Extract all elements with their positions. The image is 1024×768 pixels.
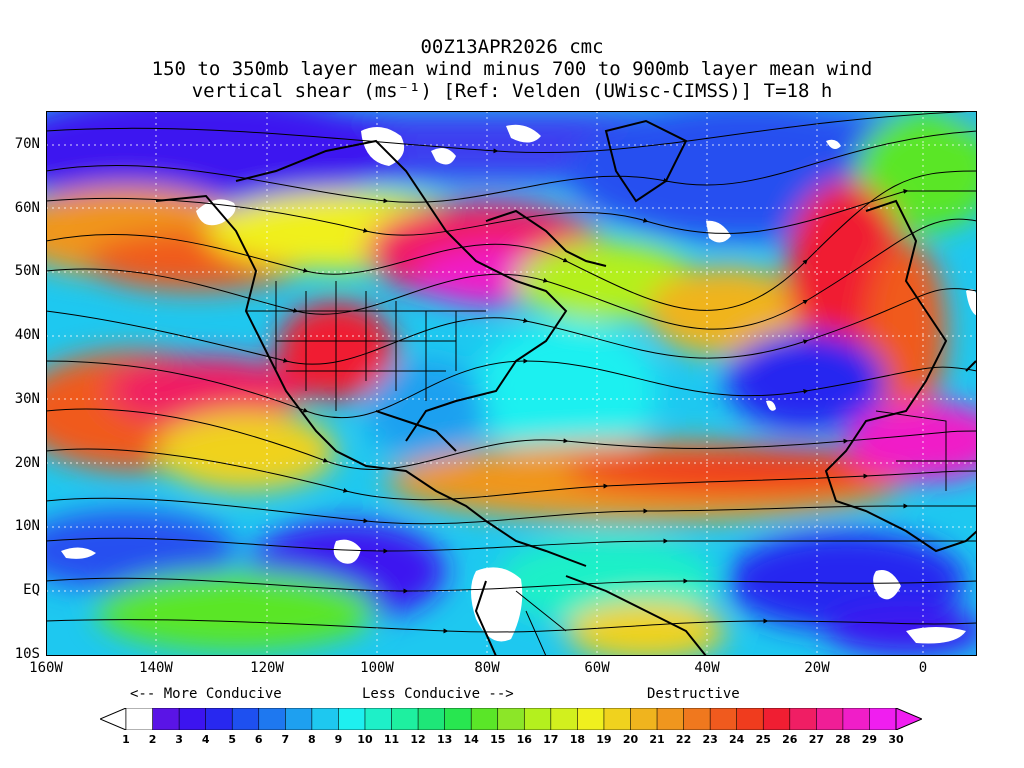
colorbar-swatch — [550, 708, 579, 730]
lat-label: 10S — [14, 646, 40, 662]
colorbar-swatch — [178, 708, 207, 730]
colorbar-swatch — [231, 708, 260, 730]
shear-map — [46, 111, 977, 656]
lon-label: 100W — [360, 660, 394, 676]
colorbar-swatch — [789, 708, 818, 730]
lat-label: 40N — [14, 327, 40, 343]
colorbar-swatch — [391, 708, 419, 730]
lat-label: 50N — [14, 263, 40, 279]
colorbar-swatch — [497, 708, 526, 730]
colorbar-tick-label: 22 — [675, 733, 692, 746]
title-line-2: 150 to 350mb layer mean wind minus 700 t… — [151, 58, 873, 80]
colorbar-swatch — [444, 708, 472, 730]
lon-label: 0 — [918, 660, 928, 676]
lat-label: 10N — [14, 518, 40, 534]
colorbar-tick-label: 19 — [596, 733, 612, 746]
colorbar-tick-label: 14 — [463, 733, 479, 746]
colorbar-swatch — [709, 708, 738, 730]
map-frame — [46, 111, 977, 656]
lat-label: 60N — [14, 200, 40, 216]
colorbar-tick-label: 12 — [410, 733, 426, 746]
colorbar-swatch — [656, 708, 685, 730]
colorbar-tick-label: 10 — [357, 733, 373, 746]
lat-label: EQ — [23, 582, 40, 598]
lon-label: 140W — [139, 660, 173, 676]
colorbar-tick-label: 3 — [175, 733, 183, 746]
lon-label: 160W — [29, 660, 63, 676]
colorbar-swatch — [523, 708, 552, 730]
colorbar-tick-label: 4 — [201, 733, 210, 746]
colorbar-tick-label: 25 — [755, 733, 771, 746]
colorbar-swatch — [842, 708, 871, 730]
colorbar-swatch — [285, 708, 313, 730]
colorbar-tick-label: 20 — [622, 733, 639, 746]
colorbar-swatch — [205, 708, 234, 730]
colorbar-tick-label: 28 — [835, 733, 851, 746]
colorbar-swatch — [364, 708, 393, 730]
colorbar-tick-label: 7 — [281, 733, 290, 746]
colorbar-swatch — [577, 708, 605, 730]
destructive-label: Destructive — [647, 686, 740, 702]
lon-label: 20W — [804, 660, 830, 676]
colorbar-swatch — [258, 708, 287, 730]
colorbar-tick-label: 1 — [122, 733, 130, 746]
colorbar-tick-label: 16 — [516, 733, 532, 746]
lon-label: 60W — [584, 660, 610, 676]
colorbar-swatch — [311, 708, 340, 730]
less-conducive-label: Less Conducive --> — [362, 686, 514, 702]
colorbar-tick-label: 8 — [308, 733, 316, 746]
colorbar-tick-label: 21 — [649, 733, 665, 746]
colorbar-tick-label: 23 — [702, 733, 718, 746]
colorbar-tick-label: 5 — [228, 733, 237, 746]
colorbar-tick-label: 9 — [334, 733, 343, 746]
title-line-1: 00Z13APR2026 cmc — [420, 36, 604, 58]
colorbar-swatch — [869, 708, 897, 730]
lat-label: 20N — [14, 455, 40, 471]
colorbar-swatch — [470, 708, 499, 730]
colorbar-swatch — [417, 708, 446, 730]
colorbar-swatch — [125, 708, 154, 730]
colorbar-tick-label: 27 — [808, 733, 824, 746]
colorbar-tick-label: 29 — [861, 733, 878, 746]
colorbar-tick-label: 11 — [383, 733, 400, 746]
title-line-3: vertical shear (ms⁻¹) [Ref: Velden (UWis… — [191, 80, 833, 102]
lon-label: 80W — [474, 660, 500, 676]
colorbar-tick-label: 6 — [254, 733, 263, 746]
colorbar-swatch — [152, 708, 180, 730]
colorbar-swatch — [630, 708, 658, 730]
lat-label: 70N — [14, 136, 40, 152]
colorbar-tick-label: 15 — [490, 733, 506, 746]
colorbar-tick-label: 2 — [148, 733, 157, 746]
lat-label: 30N — [14, 391, 40, 407]
colorbar-tick-label: 24 — [729, 733, 745, 746]
colorbar-swatch — [338, 708, 366, 730]
colorbar-swatch — [762, 708, 791, 730]
colorbar-swatch — [736, 708, 765, 730]
colorbar-swatch — [603, 708, 632, 730]
colorbar-swatch — [816, 708, 844, 730]
streamlines — [46, 111, 977, 634]
lon-label: 40W — [694, 660, 720, 676]
lon-label: 120W — [250, 660, 284, 676]
colorbar-tick-label: 13 — [436, 733, 453, 746]
colorbar-tick-label: 26 — [782, 733, 798, 746]
more-conducive-label: <-- More Conducive — [130, 686, 282, 702]
colorbar-tick-label: 30 — [888, 733, 904, 746]
colorbar-tick-label: 17 — [543, 733, 559, 746]
colorbar-tick-label: 18 — [569, 733, 586, 746]
colorbar-high-arrow — [895, 708, 922, 730]
colorbar — [100, 708, 922, 730]
colorbar-low-arrow — [100, 708, 127, 730]
colorbar-swatch — [683, 708, 711, 730]
